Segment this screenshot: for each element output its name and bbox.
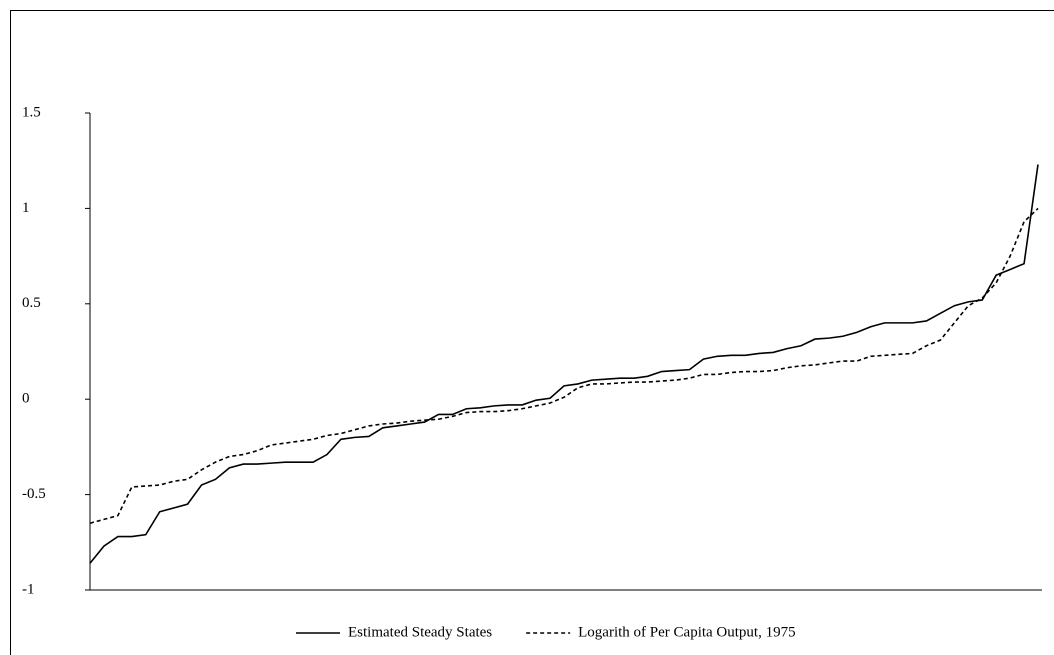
chart-frame — [10, 10, 1054, 655]
data-line — [89, 164, 1039, 564]
y-tick-label: 1.5 — [22, 104, 41, 120]
y-tick-label: 1 — [22, 200, 30, 216]
y-tick-label: -1 — [22, 581, 35, 597]
legend-label: Logarith of Per Capita Output, 1975 — [578, 624, 795, 640]
y-tick-label: 0 — [22, 391, 30, 407]
legend-label: Estimated Steady States — [348, 624, 492, 640]
y-tick-label: 0.5 — [22, 295, 41, 311]
data-line — [89, 207, 1039, 524]
y-tick-label: -0.5 — [22, 486, 46, 502]
